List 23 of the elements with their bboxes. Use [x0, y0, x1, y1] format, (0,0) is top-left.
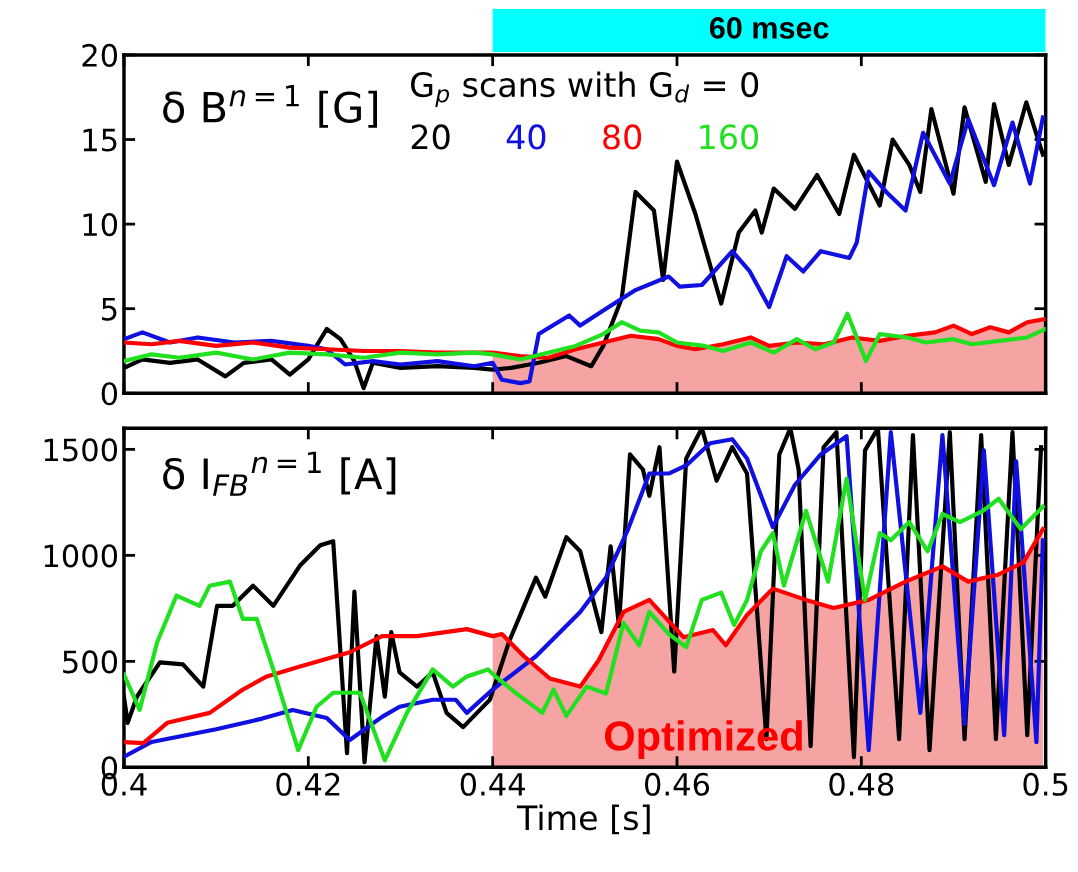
text: 80 — [603, 124, 642, 150]
x-axis-title: Time [s] — [516, 804, 650, 835]
y-tick-label: 0 — [101, 382, 118, 406]
x-tick-label: 0.5 — [1023, 772, 1068, 796]
y-tick-label: 1500 — [44, 438, 118, 462]
x-tick-label: 0.48 — [829, 772, 894, 796]
text: 160 — [700, 124, 759, 150]
x-tick-label: 0.46 — [644, 772, 710, 796]
text: 20 — [411, 124, 450, 150]
annotation: Optimized — [604, 720, 802, 760]
y-tick-label: 15 — [83, 128, 117, 152]
text: 60 msec — [709, 17, 829, 39]
y-tick-label: 500 — [63, 650, 118, 674]
y-tick-label: 1000 — [44, 544, 118, 568]
x-tick-label: 0.44 — [460, 772, 525, 796]
y-tick-label: 5 — [102, 298, 117, 321]
x-tick-label: 0.42 — [276, 772, 340, 796]
annotation: δ B$^{n=1}$ [G] — [163, 85, 378, 128]
text: 40 — [506, 124, 546, 150]
legend-title: G$_{p}$ scans with G$_{d}$ = 0 — [411, 71, 759, 108]
annotation: δ I$_{FB}$$^{n=1}$ [A] — [163, 451, 396, 496]
y-tick-label: 20 — [82, 43, 118, 67]
y-tick-label: 10 — [83, 213, 118, 237]
